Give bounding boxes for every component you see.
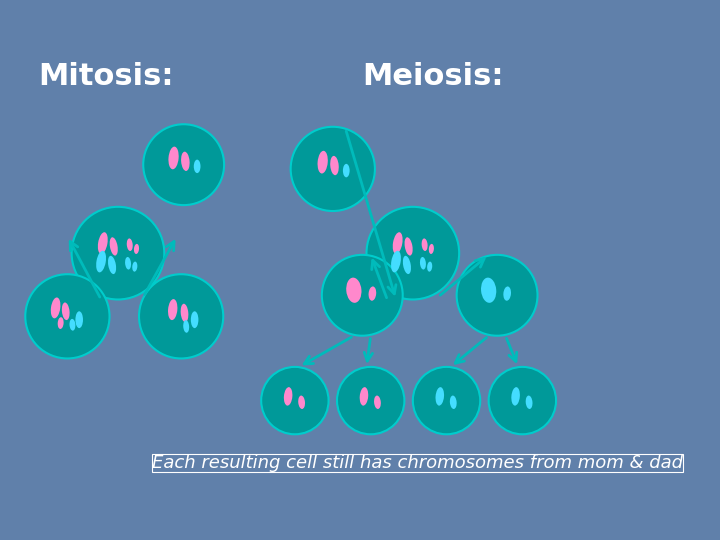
Ellipse shape: [183, 320, 189, 333]
Circle shape: [261, 367, 328, 434]
Ellipse shape: [132, 261, 138, 272]
Ellipse shape: [96, 251, 106, 272]
Circle shape: [322, 255, 402, 336]
Ellipse shape: [481, 278, 496, 303]
Text: Meiosis:: Meiosis:: [362, 62, 504, 91]
Circle shape: [71, 207, 164, 300]
Ellipse shape: [109, 237, 118, 255]
Ellipse shape: [330, 156, 338, 175]
Ellipse shape: [503, 286, 511, 301]
Circle shape: [456, 255, 538, 336]
Ellipse shape: [298, 396, 305, 409]
Ellipse shape: [369, 286, 377, 301]
Ellipse shape: [194, 160, 200, 173]
Ellipse shape: [405, 237, 413, 255]
Ellipse shape: [134, 244, 139, 254]
Ellipse shape: [450, 396, 456, 409]
Circle shape: [291, 127, 375, 211]
Ellipse shape: [343, 164, 350, 177]
Ellipse shape: [168, 299, 177, 320]
Circle shape: [489, 367, 556, 434]
Ellipse shape: [181, 303, 189, 322]
Ellipse shape: [346, 278, 361, 303]
Text: Mitosis:: Mitosis:: [38, 62, 174, 91]
Ellipse shape: [76, 311, 83, 328]
Ellipse shape: [98, 232, 108, 254]
Ellipse shape: [58, 317, 63, 329]
Ellipse shape: [191, 311, 199, 328]
Circle shape: [337, 367, 405, 434]
Circle shape: [143, 124, 224, 205]
Ellipse shape: [360, 387, 368, 406]
Ellipse shape: [318, 151, 328, 173]
Circle shape: [413, 367, 480, 434]
Ellipse shape: [422, 239, 428, 251]
Ellipse shape: [181, 152, 189, 171]
Ellipse shape: [108, 256, 116, 274]
Ellipse shape: [70, 319, 76, 330]
Ellipse shape: [168, 146, 179, 169]
Ellipse shape: [526, 396, 533, 409]
Ellipse shape: [391, 251, 401, 272]
Ellipse shape: [429, 244, 434, 254]
Circle shape: [139, 274, 223, 359]
Text: Each resulting cell still has chromosomes from mom & dad: Each resulting cell still has chromosome…: [152, 454, 683, 472]
Ellipse shape: [374, 396, 381, 409]
Ellipse shape: [436, 387, 444, 406]
Ellipse shape: [420, 257, 426, 269]
Ellipse shape: [51, 298, 60, 319]
Ellipse shape: [392, 232, 402, 254]
Ellipse shape: [125, 257, 131, 269]
Ellipse shape: [511, 387, 520, 406]
Ellipse shape: [127, 239, 132, 251]
Circle shape: [25, 274, 109, 359]
Ellipse shape: [284, 387, 292, 406]
Ellipse shape: [427, 261, 432, 272]
Ellipse shape: [403, 256, 411, 274]
Ellipse shape: [62, 302, 70, 320]
Circle shape: [366, 207, 459, 300]
